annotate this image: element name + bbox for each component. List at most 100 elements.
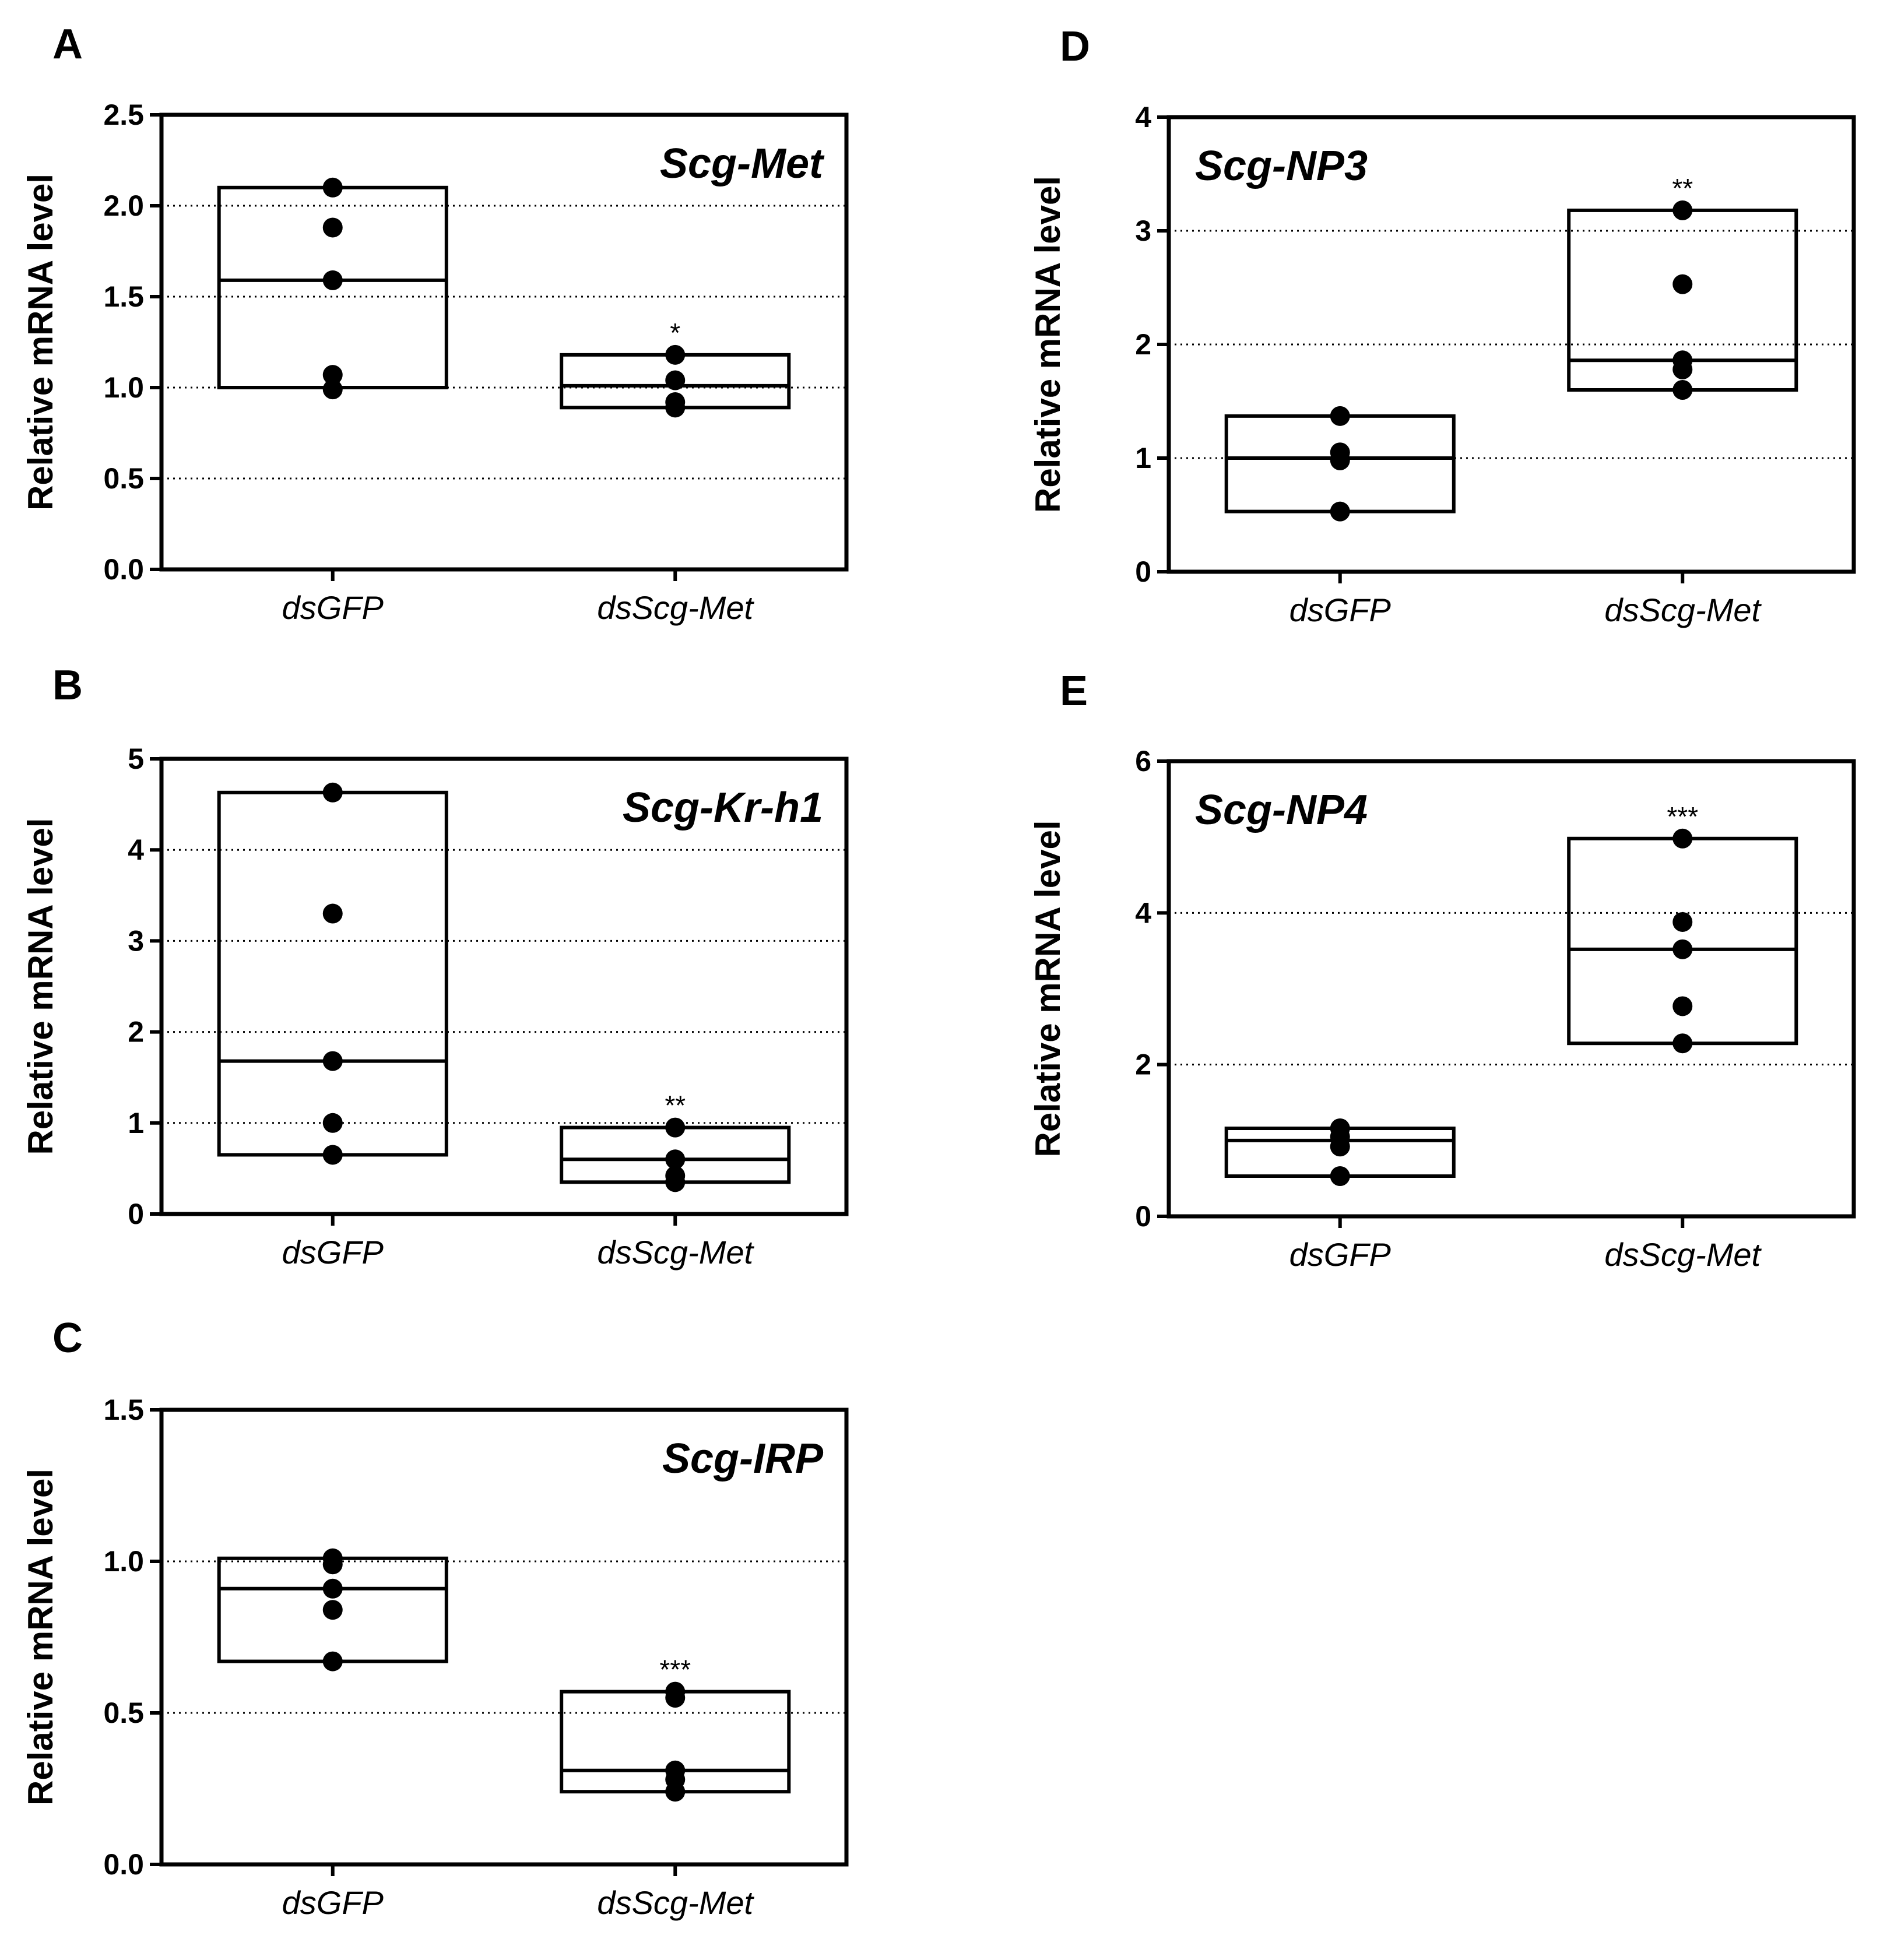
y-tick-label: 4 bbox=[128, 833, 144, 866]
y-tick-label: 0 bbox=[1135, 555, 1151, 588]
y-tick-label: 1.0 bbox=[103, 1545, 144, 1578]
panel-c: C 0.0 0.5 1.0 1.5 Relative mRNA level dsGFP dsS… bbox=[21, 1315, 849, 1921]
x-tick-label: dsScg-Met bbox=[1604, 592, 1762, 628]
data-point bbox=[322, 1145, 343, 1165]
significance-label: *** bbox=[659, 1655, 691, 1685]
panel-letter: B bbox=[52, 662, 83, 709]
data-point bbox=[665, 344, 686, 365]
x-tick-label: dsScg-Met bbox=[597, 589, 754, 626]
y-tick-label: 1.0 bbox=[103, 371, 144, 404]
panel-letter: A bbox=[52, 21, 83, 68]
data-point bbox=[1330, 1166, 1350, 1187]
data-point bbox=[1672, 828, 1693, 849]
data-point bbox=[322, 1578, 343, 1599]
data-point bbox=[1672, 996, 1693, 1016]
y-tick-label: 6 bbox=[1135, 745, 1151, 777]
data-point bbox=[1330, 1136, 1350, 1157]
panel-letter: C bbox=[52, 1315, 83, 1361]
data-point bbox=[322, 1651, 343, 1672]
y-axis-label: Relative mRNA level bbox=[21, 818, 60, 1155]
data-point bbox=[322, 379, 343, 400]
data-point bbox=[322, 1600, 343, 1620]
y-tick-label: 3 bbox=[128, 924, 144, 957]
data-point bbox=[1672, 912, 1693, 932]
y-tick-label: 2.5 bbox=[103, 98, 144, 131]
data-point bbox=[1672, 1033, 1693, 1054]
data-point bbox=[665, 1172, 686, 1192]
chart-title: Scg-IRP bbox=[662, 1435, 824, 1482]
data-point bbox=[322, 177, 343, 198]
data-point bbox=[1672, 359, 1693, 379]
data-point bbox=[665, 1117, 686, 1138]
y-axis-label: Relative mRNA level bbox=[21, 174, 60, 511]
x-tick-label: dsGFP bbox=[1289, 592, 1391, 628]
data-point bbox=[1330, 450, 1350, 470]
chart-title: Scg-NP3 bbox=[1195, 143, 1368, 189]
data-point bbox=[322, 903, 343, 924]
data-point bbox=[322, 217, 343, 238]
y-axis-label: Relative mRNA level bbox=[1028, 820, 1067, 1157]
y-tick-label: 2 bbox=[1135, 328, 1151, 361]
y-tick-label: 0.5 bbox=[103, 462, 144, 495]
data-point bbox=[665, 397, 686, 418]
data-point bbox=[1330, 501, 1350, 522]
y-tick-label: 2.0 bbox=[103, 189, 144, 222]
panel-e: E 0 2 4 6 Relative mRNA level dsGFP dsScg-Met Sc… bbox=[1028, 668, 1856, 1273]
panel-d: D 0 1 2 3 4 Relative mRNA level dsGFP dsScg-Met S… bbox=[1028, 23, 1856, 628]
x-tick-label: dsGFP bbox=[282, 1884, 384, 1921]
x-tick-label: dsScg-Met bbox=[1604, 1236, 1762, 1273]
significance-label: * bbox=[670, 318, 680, 348]
panel-letter: E bbox=[1060, 668, 1088, 715]
chart-title: Scg-Kr-h1 bbox=[623, 784, 823, 831]
y-tick-label: 5 bbox=[128, 743, 144, 775]
y-tick-label: 0.5 bbox=[103, 1697, 144, 1729]
panel-a: A 0.0 0.5 1.0 1.5 2.0 2.5 Relative mRNA level ds… bbox=[21, 21, 849, 626]
chart-title: Scg-NP4 bbox=[1195, 787, 1368, 833]
y-tick-label: 0.0 bbox=[103, 553, 144, 586]
data-point bbox=[1672, 200, 1693, 220]
y-tick-label: 0.0 bbox=[103, 1848, 144, 1881]
data-point bbox=[665, 370, 686, 390]
x-tick-label: dsGFP bbox=[1289, 1236, 1391, 1273]
range-box bbox=[217, 790, 448, 1157]
significance-label: ** bbox=[1672, 173, 1693, 203]
y-tick-label: 1 bbox=[128, 1107, 144, 1139]
data-point bbox=[665, 1782, 686, 1802]
plot-frame bbox=[159, 756, 849, 1216]
plot-frame bbox=[159, 112, 849, 572]
x-tick-label: dsGFP bbox=[282, 589, 384, 626]
y-tick-label: 0 bbox=[1135, 1200, 1151, 1233]
x-tick-label: dsScg-Met bbox=[597, 1884, 754, 1921]
data-point bbox=[322, 365, 343, 385]
data-point bbox=[322, 1554, 343, 1575]
y-tick-label: 2 bbox=[128, 1016, 144, 1048]
data-point bbox=[1330, 406, 1350, 426]
data-point bbox=[665, 1149, 686, 1170]
y-tick-label: 1.5 bbox=[103, 280, 144, 313]
significance-label: ** bbox=[665, 1090, 686, 1121]
panel-letter: D bbox=[1060, 23, 1090, 70]
data-point bbox=[322, 1113, 343, 1133]
data-point bbox=[322, 1051, 343, 1071]
data-point bbox=[1672, 380, 1693, 400]
x-tick-label: dsScg-Met bbox=[597, 1234, 754, 1271]
data-point bbox=[322, 270, 343, 290]
y-tick-label: 4 bbox=[1135, 896, 1151, 929]
plot-frame bbox=[159, 1407, 849, 1867]
y-tick-label: 1.5 bbox=[103, 1394, 144, 1426]
y-tick-label: 1 bbox=[1135, 442, 1151, 474]
data-point bbox=[1672, 274, 1693, 294]
y-tick-label: 3 bbox=[1135, 214, 1151, 247]
y-tick-label: 0 bbox=[128, 1198, 144, 1230]
plot-frame bbox=[1166, 759, 1856, 1219]
panel-b: B 0 1 2 3 4 5 Relative mRNA level dsGFP dsScg-Met… bbox=[21, 662, 849, 1271]
x-tick-label: dsGFP bbox=[282, 1234, 384, 1271]
data-point bbox=[322, 782, 343, 803]
y-axis-label: Relative mRNA level bbox=[21, 1469, 60, 1806]
significance-label: *** bbox=[1667, 801, 1698, 832]
y-tick-label: 2 bbox=[1135, 1048, 1151, 1081]
chart-title: Scg-Met bbox=[660, 140, 825, 187]
y-axis-label: Relative mRNA level bbox=[1028, 176, 1067, 513]
data-point bbox=[665, 1688, 686, 1708]
